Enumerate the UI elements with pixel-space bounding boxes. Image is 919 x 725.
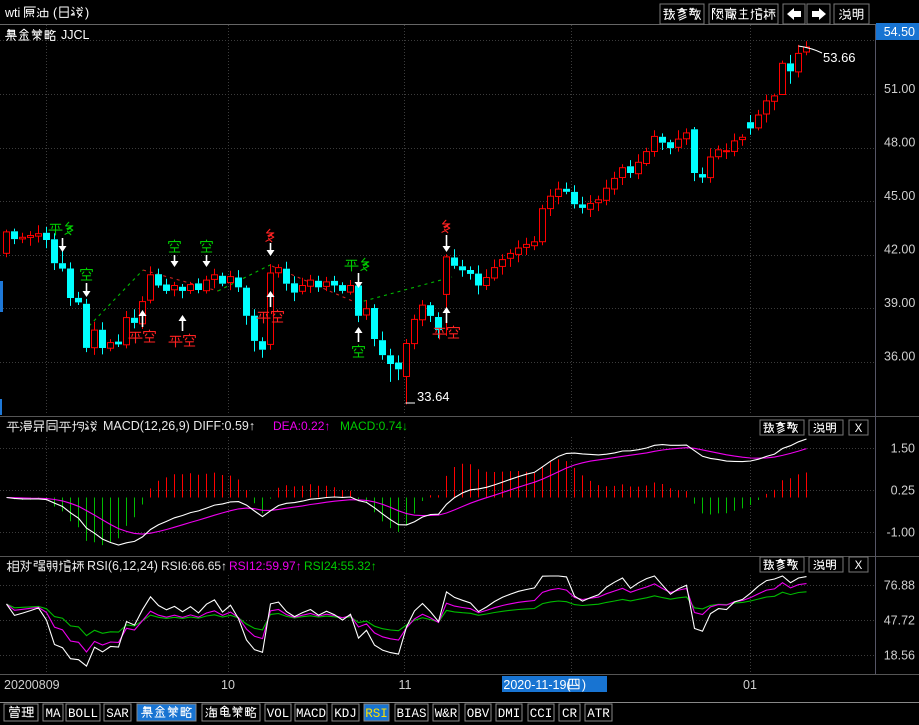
svg-text:MA: MA [45, 707, 61, 721]
svg-text:39.00: 39.00 [884, 296, 915, 310]
svg-text:01: 01 [743, 678, 757, 692]
svg-text:RSI6:66.65↑: RSI6:66.65↑ [161, 559, 227, 573]
svg-text:47.72: 47.72 [884, 614, 915, 628]
svg-text:33.64: 33.64 [417, 389, 450, 404]
svg-text:BOLL: BOLL [68, 707, 98, 721]
svg-text:DMI: DMI [498, 707, 521, 721]
svg-text:RSI24:55.32↑: RSI24:55.32↑ [304, 559, 377, 573]
svg-text:10: 10 [221, 678, 235, 692]
svg-text:VOL: VOL [267, 707, 290, 721]
svg-text:(: ( [53, 6, 58, 20]
svg-text:RSI: RSI [365, 707, 388, 721]
svg-text:X: X [855, 560, 863, 572]
svg-text:76.88: 76.88 [884, 579, 915, 593]
svg-text:ATR: ATR [587, 707, 610, 721]
svg-text:W&R: W&R [435, 707, 458, 721]
svg-text:MACD(12,26,9) DIFF:0.59↑: MACD(12,26,9) DIFF:0.59↑ [103, 419, 255, 433]
svg-text:2020-11-19(: 2020-11-19( [503, 678, 571, 692]
svg-text:53.66: 53.66 [823, 50, 856, 65]
svg-text:CR: CR [562, 707, 578, 721]
svg-text:): ) [582, 678, 586, 692]
svg-text:42.00: 42.00 [884, 243, 915, 257]
svg-text:36.00: 36.00 [884, 350, 915, 364]
svg-text:RSI(6,12,24): RSI(6,12,24) [87, 559, 158, 573]
svg-text:OBV: OBV [467, 707, 490, 721]
svg-text:wti: wti [4, 6, 20, 20]
svg-text:SAR: SAR [106, 707, 129, 721]
svg-text:RSI12:59.97↑: RSI12:59.97↑ [229, 559, 302, 573]
svg-text:JJCL: JJCL [61, 28, 90, 42]
svg-text:MACD:0.74↓: MACD:0.74↓ [340, 419, 408, 433]
svg-text:48.00: 48.00 [884, 136, 915, 150]
svg-text:MACD: MACD [296, 707, 326, 721]
svg-text:18.56: 18.56 [884, 649, 915, 663]
svg-text:X: X [855, 423, 863, 435]
svg-text:BIAS: BIAS [396, 707, 426, 721]
svg-text:1.50: 1.50 [891, 442, 915, 456]
svg-text:-1.00: -1.00 [887, 526, 916, 540]
svg-text:45.00: 45.00 [884, 189, 915, 203]
svg-text:54.50: 54.50 [884, 25, 915, 39]
svg-text:CCI: CCI [530, 707, 553, 721]
svg-text:51.00: 51.00 [884, 82, 915, 96]
svg-text:0.25: 0.25 [891, 484, 915, 498]
svg-text:11: 11 [399, 678, 412, 692]
svg-text:KDJ: KDJ [334, 707, 357, 721]
svg-text:): ) [85, 6, 89, 20]
svg-text:DEA:0.22↑: DEA:0.22↑ [273, 419, 330, 433]
svg-text:20200809: 20200809 [4, 678, 60, 692]
